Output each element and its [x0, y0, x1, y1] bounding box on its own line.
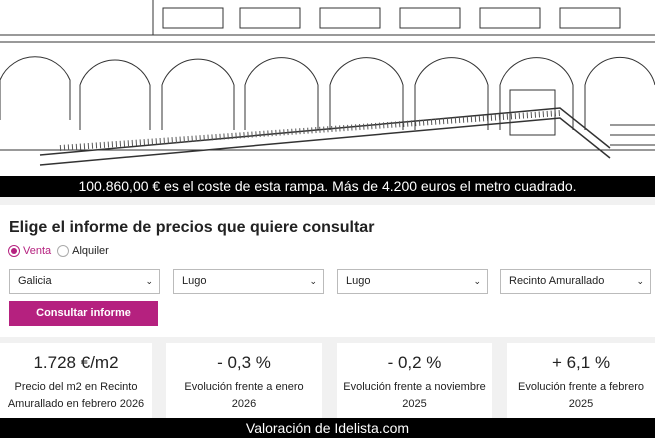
price-report-form: Elige el informe de precios que quiere c…: [0, 205, 655, 337]
divider: [0, 197, 655, 205]
stat-label: Evolución frente a noviembre 2025: [343, 381, 486, 410]
stat-card-price: 1.728 €/m2 Precio del m2 en Recinto Amura…: [0, 343, 152, 418]
radio-venta[interactable]: Venta: [8, 245, 51, 257]
select-value: Lugo: [346, 275, 371, 287]
city-select[interactable]: Lugo ⌄: [337, 269, 488, 294]
region-select[interactable]: Galicia ⌄: [9, 269, 160, 294]
select-value: Lugo: [182, 275, 207, 287]
radio-unchecked-icon: [57, 245, 70, 257]
stats-cards: 1.728 €/m2 Precio del m2 en Recinto Amura…: [0, 337, 655, 418]
ramp-building-drawing: [0, 0, 655, 176]
source-caption: Valoración de Idelista.com: [0, 418, 655, 438]
stat-value: - 0,3 %: [217, 353, 271, 372]
stat-card-month: - 0,3 % Evolución frente a enero 2026: [166, 343, 322, 418]
select-value: Recinto Amurallado: [509, 275, 605, 287]
stat-label: Precio del m2 en Recinto Amurallado en f…: [7, 381, 145, 410]
stat-card-quarter: - 0,2 % Evolución frente a noviembre 2025: [337, 343, 492, 418]
form-title: Elige el informe de precios que quiere c…: [9, 219, 375, 236]
chevron-down-icon: ⌄: [636, 276, 644, 286]
select-value: Galicia: [18, 275, 52, 287]
radio-label: Venta: [23, 245, 52, 257]
image-caption: 100.860,00 € es el coste de esta rampa. …: [0, 176, 655, 197]
radio-checked-icon: [8, 245, 20, 257]
stat-value: + 6,1 %: [551, 353, 611, 372]
stat-value: - 0,2 %: [387, 353, 442, 372]
district-select[interactable]: Recinto Amurallado ⌄: [500, 269, 651, 294]
stat-label: Evolución frente a enero 2026: [184, 381, 304, 410]
stat-card-year: + 6,1 % Evolución frente a febrero 2025: [507, 343, 655, 418]
radio-alquiler[interactable]: Alquiler: [57, 245, 109, 257]
stat-label: Evolución frente a febrero 2025: [518, 381, 644, 410]
stat-value: 1.728 €/m2: [33, 353, 119, 372]
province-select[interactable]: Lugo ⌄: [173, 269, 324, 294]
radio-label: Alquiler: [72, 245, 109, 257]
chevron-down-icon: ⌄: [473, 276, 481, 286]
consult-report-button[interactable]: Consultar informe: [9, 301, 158, 326]
chevron-down-icon: ⌄: [309, 276, 317, 286]
operation-radio-group: Venta Alquiler: [8, 245, 109, 257]
chevron-down-icon: ⌄: [145, 276, 153, 286]
